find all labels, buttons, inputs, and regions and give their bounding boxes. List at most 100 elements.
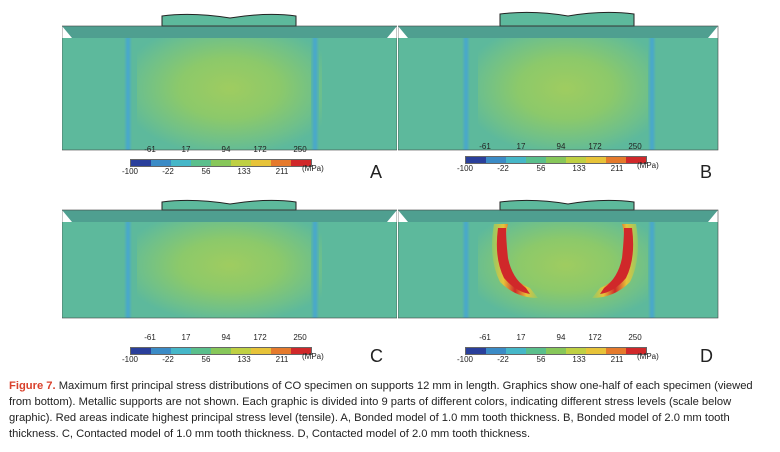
tooth-crown bbox=[161, 199, 297, 211]
scale-tick: -22 bbox=[497, 355, 509, 364]
scale-tick: 94 bbox=[221, 145, 231, 154]
scale-tick: 211 bbox=[275, 167, 289, 176]
scale-tick: 133 bbox=[572, 355, 586, 364]
stress-model-c bbox=[62, 199, 397, 319]
scale-swatch bbox=[191, 160, 211, 166]
scale-swatch bbox=[131, 348, 151, 354]
stress-region-center bbox=[137, 38, 322, 150]
scale-tick: -22 bbox=[162, 355, 174, 364]
scale-color-bar bbox=[465, 347, 647, 355]
scale-swatch bbox=[271, 348, 291, 354]
scale-swatch bbox=[171, 160, 191, 166]
stress-band-right bbox=[311, 38, 319, 150]
scale-swatch bbox=[466, 157, 486, 163]
scale-tick: 172 bbox=[253, 333, 267, 342]
scale-tick: 133 bbox=[237, 355, 251, 364]
scale-tick: -61 bbox=[479, 142, 491, 151]
panel-b bbox=[398, 10, 733, 180]
scale-unit: (MPa) bbox=[302, 352, 324, 361]
scale-swatch bbox=[506, 157, 526, 163]
stress-model-b bbox=[398, 11, 719, 151]
scale-tick: 250 bbox=[628, 142, 642, 151]
scale-swatch bbox=[486, 157, 506, 163]
scale-tick: 56 bbox=[201, 355, 211, 364]
tooth-crown bbox=[161, 13, 297, 27]
stress-model-d bbox=[398, 199, 719, 319]
model-top-face bbox=[62, 210, 397, 222]
scale-swatch bbox=[131, 160, 151, 166]
scale-swatch bbox=[151, 160, 171, 166]
scale-swatch bbox=[526, 157, 546, 163]
panel-letter-a: A bbox=[370, 162, 383, 182]
scale-tick: 172 bbox=[588, 333, 602, 342]
scale-swatch bbox=[231, 348, 251, 354]
tooth-crown bbox=[499, 199, 635, 211]
scale-swatch bbox=[211, 348, 231, 354]
scale-swatch bbox=[151, 348, 171, 354]
scale-tick: -61 bbox=[479, 333, 491, 342]
scale-unit: (MPa) bbox=[637, 161, 659, 170]
scale-tick: -22 bbox=[162, 167, 174, 176]
scale-tick: 56 bbox=[536, 355, 546, 364]
scale-color-bar bbox=[465, 156, 647, 164]
scale-swatch bbox=[626, 348, 646, 354]
scale-swatch bbox=[271, 160, 291, 166]
scale-swatch bbox=[566, 348, 586, 354]
stress-model-a bbox=[62, 13, 397, 151]
stress-band-right bbox=[311, 222, 319, 318]
scale-tick: 211 bbox=[610, 164, 624, 173]
scale-color-bar bbox=[130, 159, 312, 167]
scale-swatch bbox=[506, 348, 526, 354]
scale-unit: (MPa) bbox=[302, 164, 324, 173]
scale-swatch bbox=[606, 157, 626, 163]
scale-color-bar bbox=[130, 347, 312, 355]
panel-d bbox=[398, 198, 733, 368]
stress-core-left bbox=[496, 228, 530, 294]
scale-tick: -22 bbox=[497, 164, 509, 173]
tooth-crown bbox=[499, 11, 635, 27]
scale-swatch bbox=[566, 157, 586, 163]
scale-tick: -61 bbox=[144, 145, 156, 154]
scale-tick: -100 bbox=[121, 355, 139, 364]
scale-tick: -100 bbox=[456, 355, 474, 364]
scale-tick: 172 bbox=[253, 145, 267, 154]
scale-swatch bbox=[171, 348, 191, 354]
scale-swatch bbox=[626, 157, 646, 163]
model-top-face bbox=[398, 210, 718, 222]
scale-swatch bbox=[191, 348, 211, 354]
panel-letter-c: C bbox=[370, 346, 383, 366]
scale-swatch bbox=[526, 348, 546, 354]
scale-tick: 94 bbox=[556, 142, 566, 151]
scale-tick: 250 bbox=[293, 333, 307, 342]
figure-caption: Figure 7. Maximum first principal stress… bbox=[9, 378, 771, 442]
stress-region-center bbox=[137, 222, 322, 318]
scale-swatch bbox=[211, 160, 231, 166]
stress-band-right bbox=[648, 38, 656, 150]
panel-letter-b: B bbox=[700, 162, 713, 182]
scale-swatch bbox=[291, 160, 311, 166]
scale-swatch bbox=[546, 157, 566, 163]
model-top-face bbox=[62, 26, 397, 38]
panel-letter-d: D bbox=[700, 346, 713, 366]
scale-tick: -100 bbox=[121, 167, 139, 176]
scale-tick: 17 bbox=[181, 145, 191, 154]
scale-tick: 211 bbox=[610, 355, 624, 364]
stress-band-left bbox=[462, 222, 470, 318]
scale-tick: 94 bbox=[556, 333, 566, 342]
scale-swatch bbox=[606, 348, 626, 354]
scale-tick: -100 bbox=[456, 164, 474, 173]
scale-tick: 172 bbox=[588, 142, 602, 151]
scale-tick: 250 bbox=[293, 145, 307, 154]
stress-band-left bbox=[124, 222, 132, 318]
scale-swatch bbox=[291, 348, 311, 354]
scale-tick: 17 bbox=[181, 333, 191, 342]
scale-tick: 56 bbox=[201, 167, 211, 176]
stress-core-right bbox=[600, 228, 634, 294]
scale-swatch bbox=[586, 157, 606, 163]
scale-tick: 17 bbox=[516, 333, 526, 342]
scale-swatch bbox=[231, 160, 251, 166]
model-top-face bbox=[398, 26, 718, 38]
scale-swatch bbox=[546, 348, 566, 354]
stress-band-left bbox=[462, 38, 470, 150]
panel-c bbox=[62, 198, 397, 368]
